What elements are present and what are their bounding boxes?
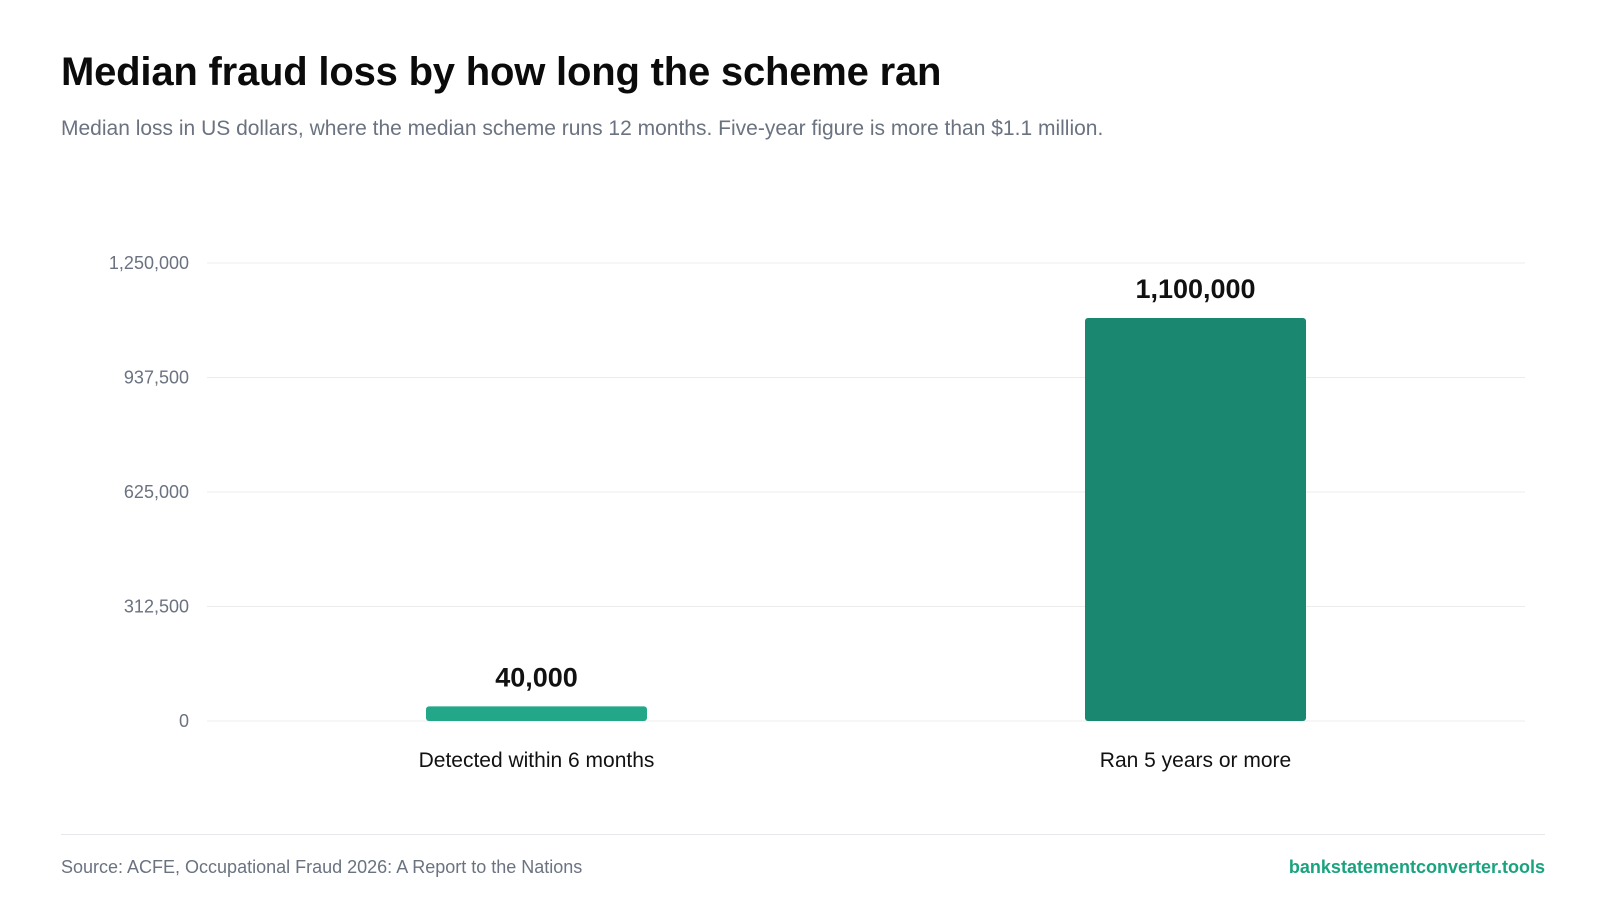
- y-tick-label: 1,250,000: [109, 253, 189, 273]
- bar: [426, 706, 647, 721]
- bar-value-label: 40,000: [495, 662, 578, 692]
- y-tick-label: 0: [179, 711, 189, 731]
- x-category-label: Ran 5 years or more: [1100, 749, 1291, 772]
- bar: [1085, 317, 1306, 721]
- chart-title: Median fraud loss by how long the scheme…: [61, 50, 942, 94]
- x-category-label: Detected within 6 months: [419, 749, 655, 772]
- y-tick-label: 312,500: [124, 597, 189, 617]
- brand-link[interactable]: bankstatementconverter.tools: [1288, 857, 1545, 877]
- bar-value-label: 1,100,000: [1135, 274, 1255, 304]
- chart-subtitle: Median loss in US dollars, where the med…: [61, 117, 1104, 140]
- y-tick-label: 937,500: [124, 368, 189, 388]
- bar-chart: 0 312,500 625,000 937,500 1,250,000 40,000 Det…: [109, 253, 1525, 772]
- source-note: Source: ACFE, Occupational Fraud 2026: A…: [61, 857, 583, 877]
- footer-divider: [61, 834, 1545, 835]
- y-tick-label: 625,000: [124, 482, 189, 502]
